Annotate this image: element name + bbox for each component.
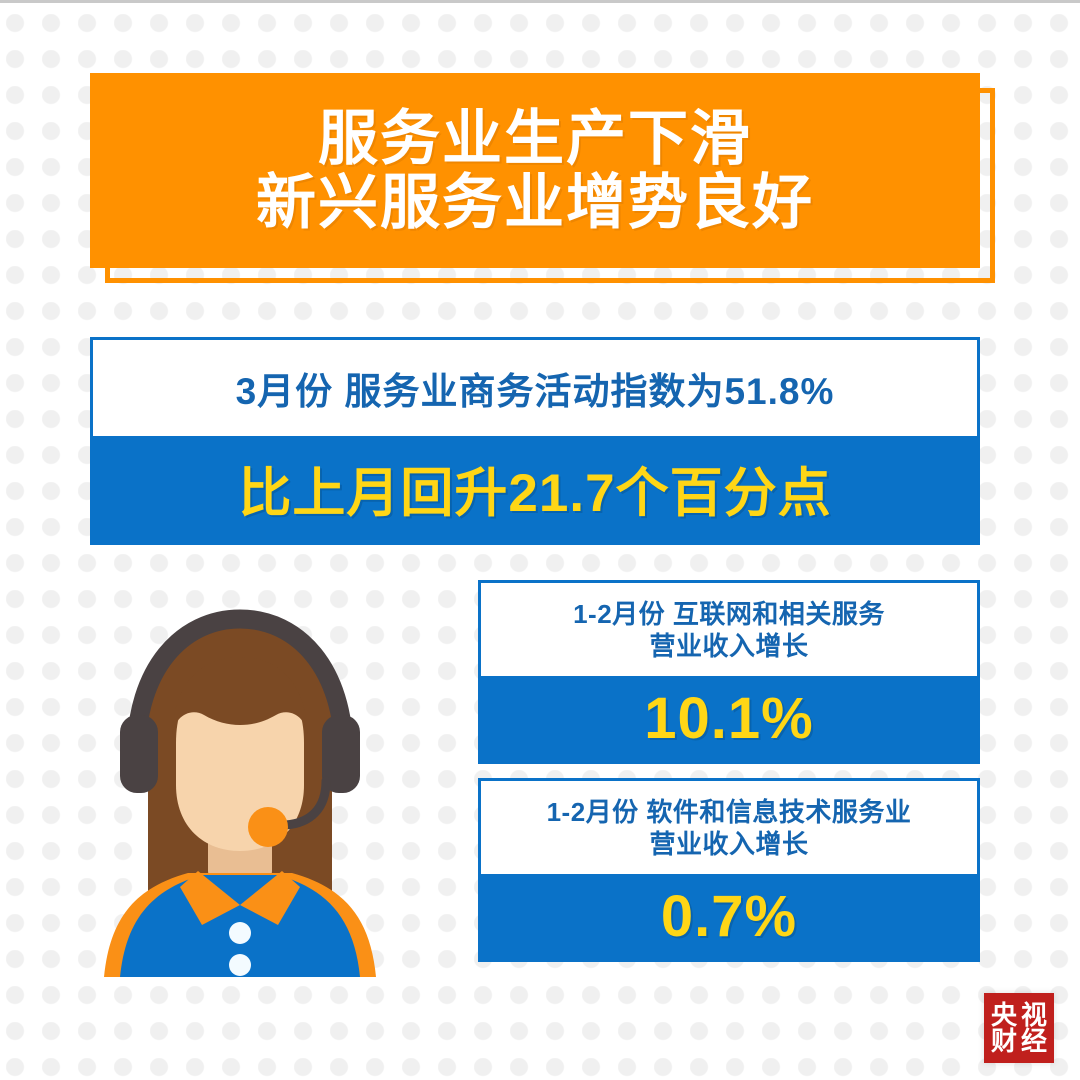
operator-shirt-button-1-icon (229, 922, 251, 944)
sub-stat-card-header: 1-2月份 软件和信息技术服务业 营业收入增长 (481, 781, 977, 874)
sub-stat-value: 0.7% (660, 884, 798, 949)
operator-headset-band-icon (126, 609, 354, 765)
operator-collar-right-icon (240, 871, 300, 925)
logo-row-top: 央 视 (989, 1002, 1049, 1028)
title-banner-fill: 服务业生产下滑 新兴服务业增势良好 (90, 73, 980, 268)
main-stat-card-value-band: 比上月回升21.7个百分点 (93, 436, 977, 542)
sub-stat-value: 10.1% (644, 686, 814, 751)
operator-mic-head-icon (248, 807, 288, 847)
operator-headset-earcup-left-icon (120, 715, 158, 793)
sub-stat-card-value-band: 10.1% (481, 676, 977, 761)
operator-face-icon (176, 673, 304, 851)
logo-char-3: 财 (990, 1026, 1017, 1056)
sub-stat-card-value-band: 0.7% (481, 874, 977, 959)
sub-stat-head-line-2: 营业收入增长 (649, 630, 809, 661)
operator-mic-boom-icon (281, 776, 331, 830)
sub-stat-card-software: 1-2月份 软件和信息技术服务业 营业收入增长 0.7% (478, 778, 980, 962)
sub-stat-card-header: 1-2月份 互联网和相关服务 营业收入增长 (481, 583, 977, 676)
logo-row-bottom: 财 经 (989, 1028, 1049, 1054)
main-stat-card-header: 3月份 服务业商务活动指数为51.8% (93, 340, 977, 436)
cctv-finance-logo: 央 视 财 经 (984, 993, 1054, 1063)
logo-char-4: 经 (1020, 1026, 1047, 1056)
main-stat-headline: 3月份 服务业商务活动指数为51.8% (235, 371, 835, 412)
title-line-1: 服务业生产下滑 (318, 104, 752, 172)
operator-shirt-button-2-icon (229, 954, 251, 976)
title-banner: 服务业生产下滑 新兴服务业增势良好 (90, 73, 995, 283)
sub-stat-head-line-1: 1-2月份 软件和信息技术服务业 (546, 796, 912, 827)
customer-service-operator-illustration (104, 609, 376, 977)
sub-stat-head-line-1: 1-2月份 互联网和相关服务 (573, 598, 885, 629)
title-line-2: 新兴服务业增势良好 (256, 168, 814, 236)
sub-stat-head-line-2: 营业收入增长 (649, 828, 809, 859)
logo-char-2: 视 (1020, 1000, 1047, 1030)
sub-stat-card-internet: 1-2月份 互联网和相关服务 营业收入增长 10.1% (478, 580, 980, 764)
main-stat-value: 比上月回升21.7个百分点 (238, 464, 832, 523)
logo-char-1: 央 (990, 1000, 1017, 1030)
operator-collar-left-icon (180, 871, 240, 925)
operator-headset-earcup-right-icon (322, 715, 360, 793)
operator-hair-fringe-icon (172, 657, 308, 740)
main-stat-card: 3月份 服务业商务活动指数为51.8% 比上月回升21.7个百分点 (90, 337, 980, 545)
top-divider-line (0, 0, 1080, 3)
